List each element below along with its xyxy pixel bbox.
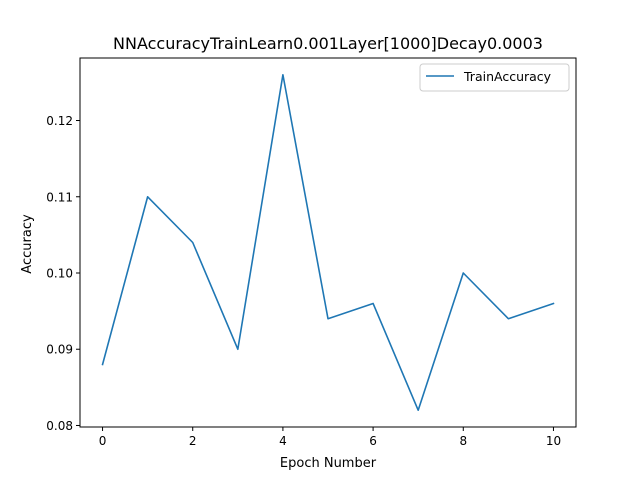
y-tick-label: 0.12: [46, 114, 73, 128]
y-tick-label: 0.09: [46, 343, 73, 357]
y-tick-label: 0.08: [46, 419, 73, 433]
x-tick-label: 8: [459, 434, 467, 448]
x-axis-label: Epoch Number: [280, 456, 377, 471]
x-tick-label: 10: [546, 434, 561, 448]
x-tick-label: 0: [99, 434, 107, 448]
legend-label: TrainAccuracy: [463, 69, 552, 84]
chart-title: NNAccuracyTrainLearn0.001Layer[1000]Deca…: [113, 34, 543, 53]
y-tick-label: 0.10: [46, 266, 73, 280]
x-tick-label: 6: [369, 434, 377, 448]
y-tick-label: 0.11: [46, 190, 73, 204]
legend: TrainAccuracy: [420, 64, 569, 91]
x-tick-label: 4: [279, 434, 287, 448]
y-axis-label: Accuracy: [20, 214, 35, 274]
x-tick-label: 2: [189, 434, 197, 448]
